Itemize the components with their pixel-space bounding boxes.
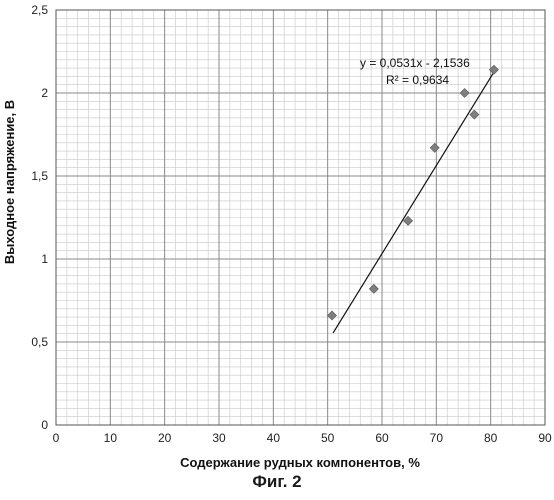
y-tick-label: 2,5 — [31, 3, 48, 17]
x-axis-title: Содержание рудных компонентов, % — [180, 455, 420, 470]
x-tick-label: 70 — [430, 431, 444, 445]
x-tick-label: 20 — [158, 431, 172, 445]
y-tick-label: 2 — [41, 86, 48, 100]
data-point — [328, 311, 337, 320]
x-axis-ticks: 0 10 20 30 40 50 60 70 80 90 — [53, 431, 552, 445]
scatter-chart: 0 10 20 30 40 50 60 70 80 90 0 0,5 1 1,5 2 2,5 y = 0,0… — [0, 0, 554, 470]
trendline — [333, 73, 493, 333]
x-tick-label: 50 — [321, 431, 335, 445]
y-tick-label: 1 — [41, 252, 48, 266]
data-point — [460, 89, 469, 98]
x-tick-label: 90 — [538, 431, 552, 445]
x-tick-label: 0 — [53, 431, 60, 445]
trendline-r-squared: R² = 0,9634 — [386, 73, 449, 87]
x-tick-label: 10 — [104, 431, 118, 445]
x-tick-label: 40 — [267, 431, 281, 445]
y-tick-label: 0,5 — [31, 335, 48, 349]
trendline-equation: y = 0,0531x - 2,1536 — [360, 56, 470, 70]
y-tick-label: 0 — [41, 418, 48, 432]
x-tick-label: 30 — [212, 431, 226, 445]
minor-gridlines — [56, 10, 545, 425]
y-axis-ticks: 0 0,5 1 1,5 2 2,5 — [31, 3, 48, 432]
x-tick-label: 60 — [375, 431, 389, 445]
y-tick-label: 1,5 — [31, 169, 48, 183]
figure-caption: Фиг. 2 — [0, 472, 554, 492]
x-tick-label: 80 — [484, 431, 498, 445]
y-axis-title: Выходное напряжение, В — [2, 100, 17, 264]
